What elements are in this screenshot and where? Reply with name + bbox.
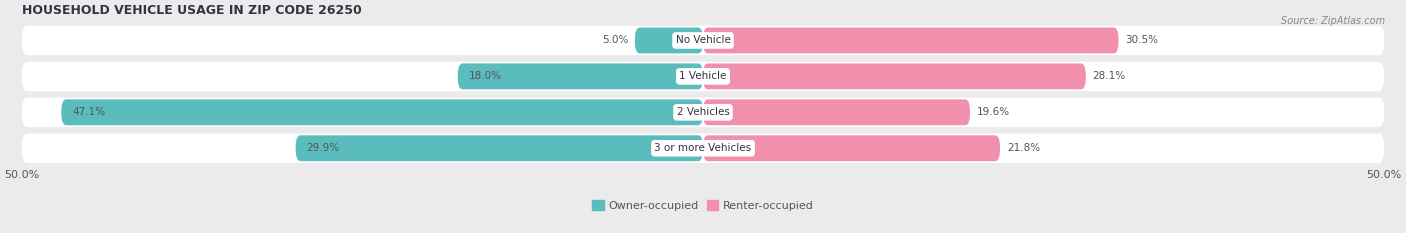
FancyBboxPatch shape [21,26,1385,55]
Text: 30.5%: 30.5% [1125,35,1159,45]
Legend: Owner-occupied, Renter-occupied: Owner-occupied, Renter-occupied [588,196,818,215]
Text: 5.0%: 5.0% [602,35,628,45]
FancyBboxPatch shape [21,134,1385,163]
Text: 19.6%: 19.6% [977,107,1010,117]
FancyBboxPatch shape [21,98,1385,127]
Text: 29.9%: 29.9% [307,143,340,153]
FancyBboxPatch shape [21,62,1385,91]
Text: 18.0%: 18.0% [468,71,502,81]
Text: 1 Vehicle: 1 Vehicle [679,71,727,81]
FancyBboxPatch shape [703,27,1119,53]
FancyBboxPatch shape [636,27,703,53]
Text: 47.1%: 47.1% [72,107,105,117]
FancyBboxPatch shape [703,135,1000,161]
Text: 21.8%: 21.8% [1007,143,1040,153]
FancyBboxPatch shape [458,63,703,89]
FancyBboxPatch shape [703,63,1085,89]
Text: No Vehicle: No Vehicle [675,35,731,45]
Text: 2 Vehicles: 2 Vehicles [676,107,730,117]
Text: 3 or more Vehicles: 3 or more Vehicles [654,143,752,153]
FancyBboxPatch shape [703,99,970,125]
FancyBboxPatch shape [295,135,703,161]
Text: HOUSEHOLD VEHICLE USAGE IN ZIP CODE 26250: HOUSEHOLD VEHICLE USAGE IN ZIP CODE 2625… [21,4,361,17]
Text: 28.1%: 28.1% [1092,71,1126,81]
FancyBboxPatch shape [62,99,703,125]
Text: Source: ZipAtlas.com: Source: ZipAtlas.com [1281,16,1385,26]
